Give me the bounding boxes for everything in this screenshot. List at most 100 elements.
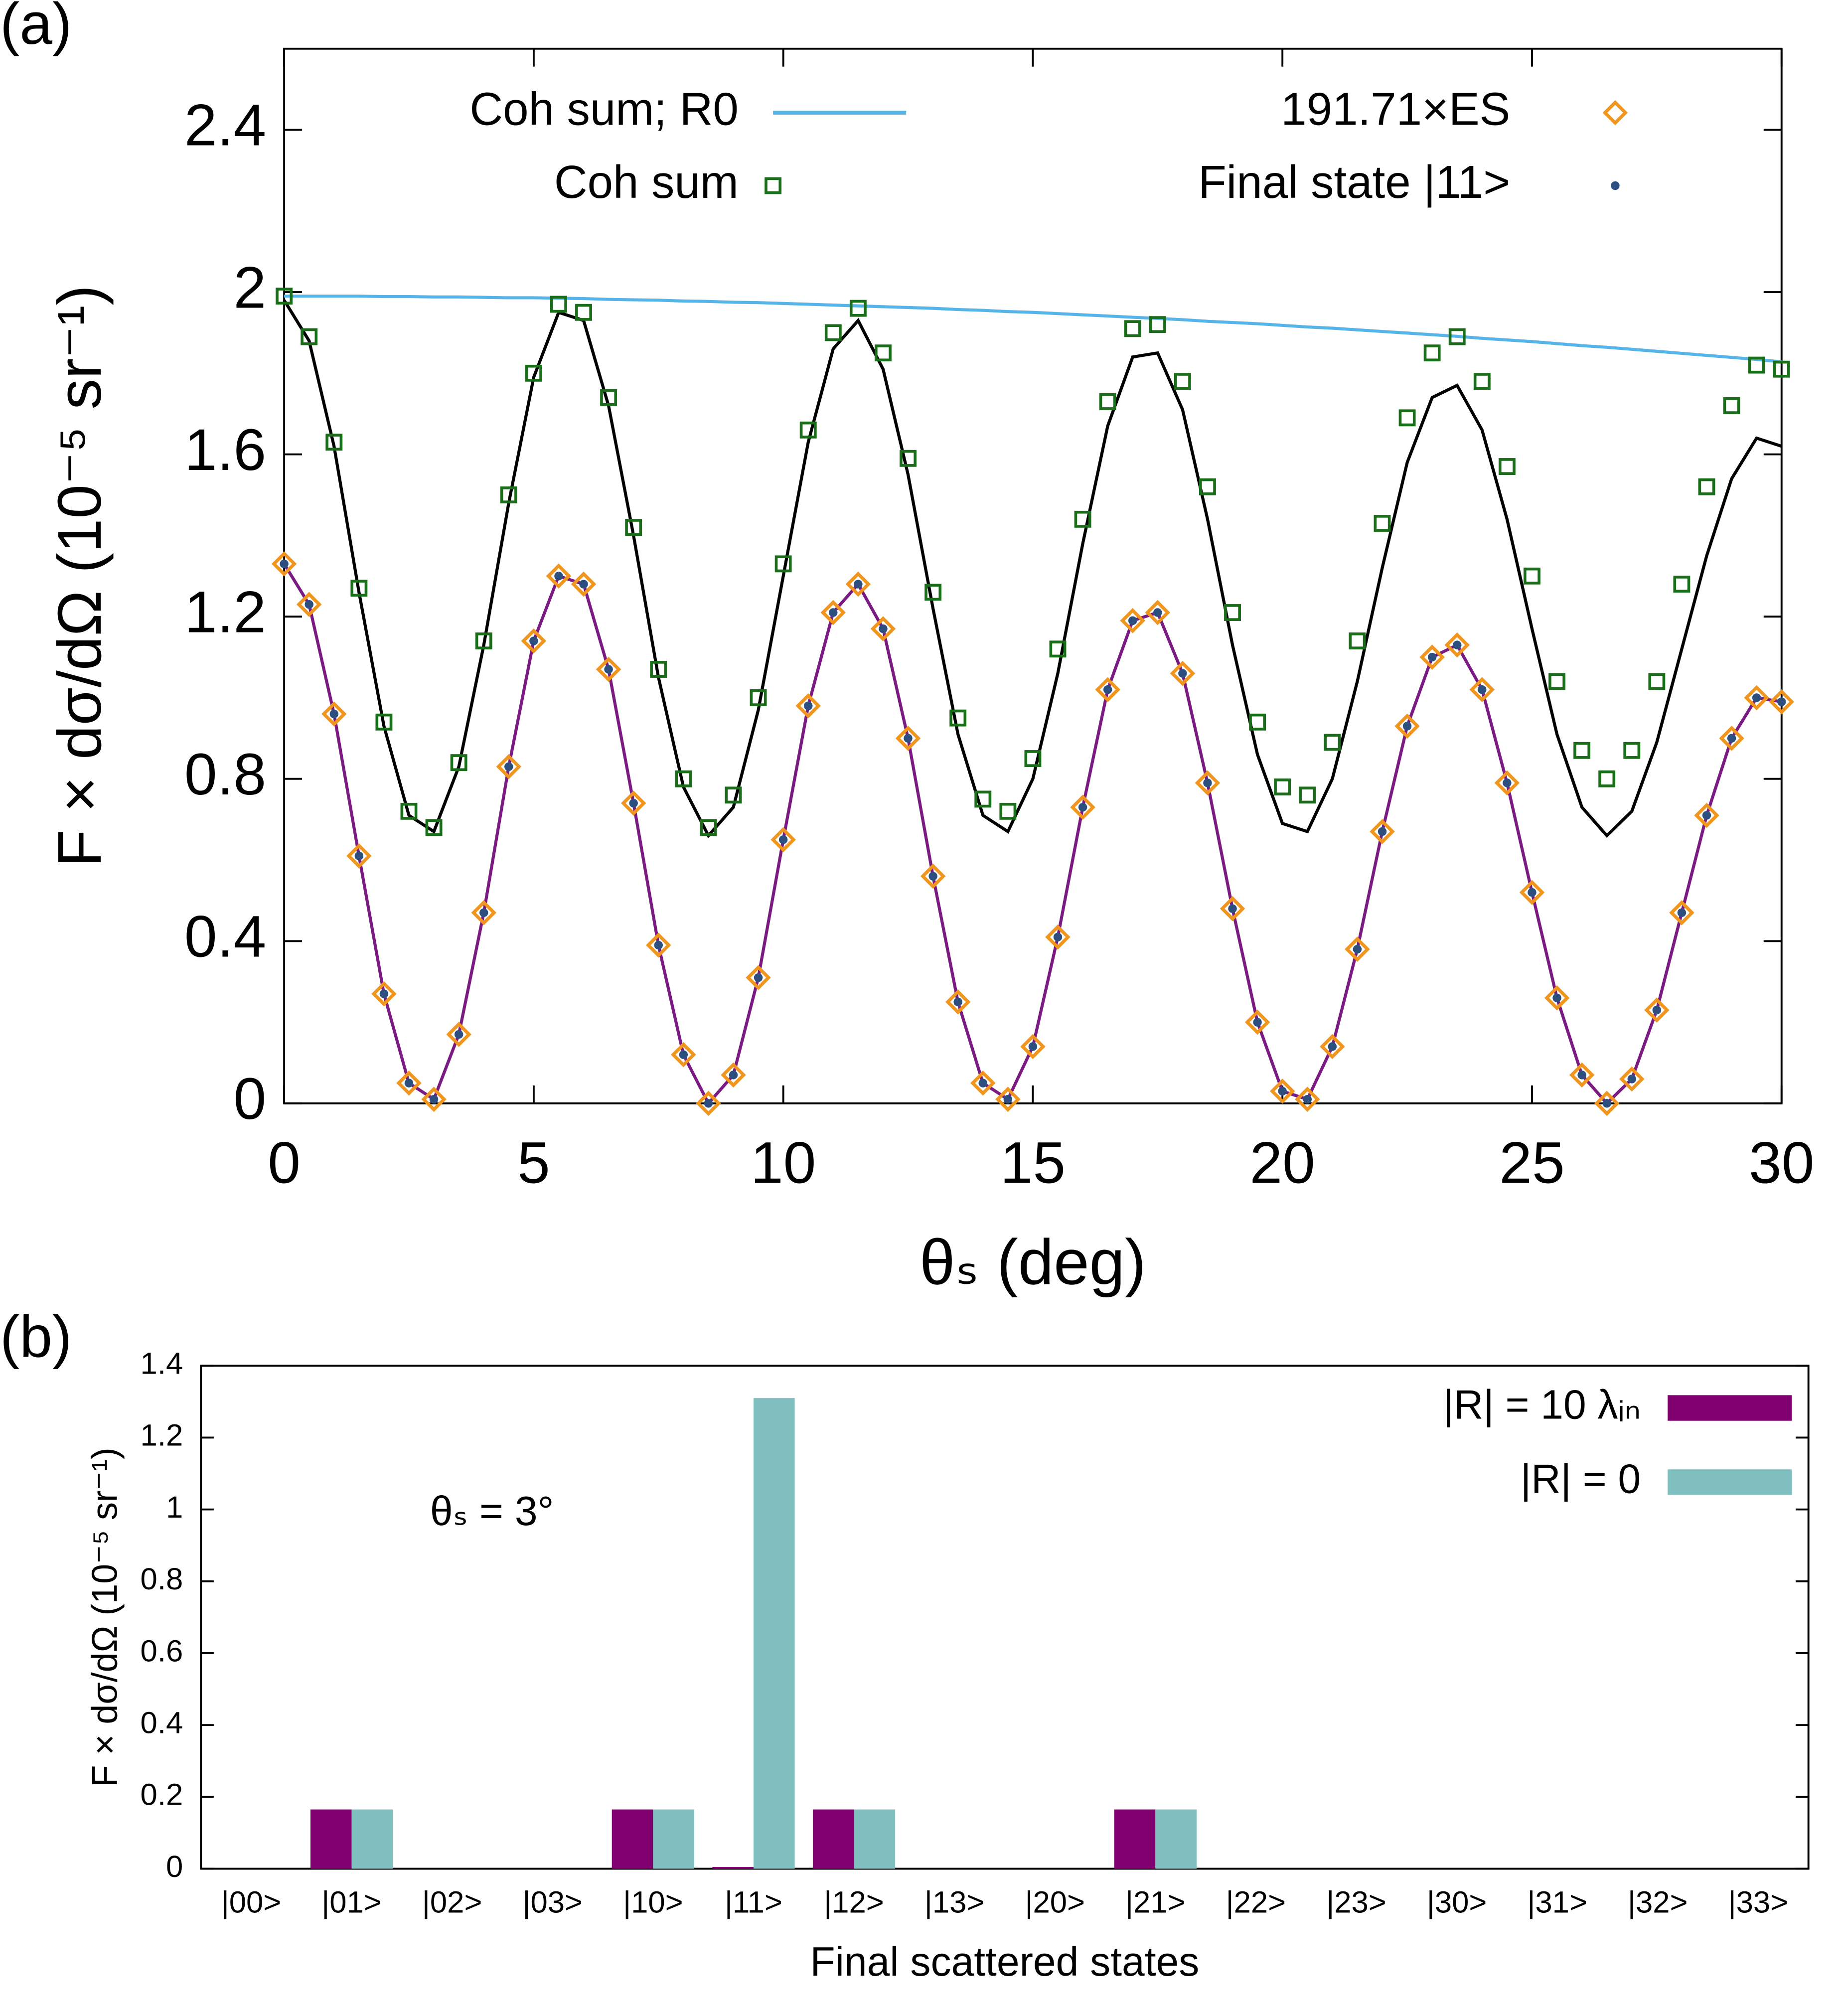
diamond-marker [1644, 997, 1670, 1023]
y-tick-label: 0.6 [141, 1634, 183, 1668]
x-tick-label: |13> [924, 1885, 985, 1920]
diamond-marker [571, 571, 597, 597]
dot-marker [1752, 693, 1761, 702]
square-marker [924, 584, 942, 601]
square-marker [1723, 397, 1740, 414]
diamond-marker [1320, 1034, 1345, 1060]
y-tick-label: 1.4 [141, 1347, 183, 1381]
square-marker [276, 288, 293, 305]
square-marker [1573, 742, 1591, 759]
dot-marker [829, 608, 838, 617]
dot-marker [379, 989, 389, 998]
diamond-marker [970, 1070, 996, 1096]
square-marker [1299, 786, 1316, 804]
diamond-marker [1145, 600, 1171, 625]
y-tick-label: 1 [166, 1490, 183, 1525]
x-tick-label: 5 [517, 1130, 550, 1196]
dot-marker [1727, 734, 1736, 743]
dot-marker [1677, 908, 1687, 918]
x-tick-label: |32> [1628, 1885, 1688, 1920]
dot-marker [1528, 888, 1536, 897]
dot-marker [904, 734, 913, 743]
square-marker [1623, 742, 1641, 759]
y-tick-label: 0.8 [184, 742, 266, 807]
diamond-marker [1120, 608, 1145, 633]
bar [753, 1398, 795, 1869]
square-marker [949, 709, 967, 727]
x-tick-label: 0 [268, 1130, 301, 1196]
x-tick-label: |22> [1226, 1885, 1286, 1920]
dot-marker [1452, 640, 1462, 649]
diamond-marker [1494, 770, 1520, 796]
x-tick-label: |02> [422, 1885, 482, 1920]
square-marker [525, 364, 542, 382]
square-marker [1648, 673, 1666, 690]
diamond-marker [1070, 794, 1095, 820]
diamond-marker [296, 592, 322, 618]
diamond-marker [696, 1090, 721, 1116]
diamond-marker [271, 551, 297, 577]
x-tick-label: |31> [1527, 1885, 1587, 1920]
dot-marker [1627, 1075, 1637, 1084]
dot-marker [704, 1099, 713, 1108]
diamond-marker [421, 1086, 447, 1112]
bar [854, 1809, 896, 1869]
dot-marker [879, 624, 888, 633]
y-tick-label: 1.2 [184, 579, 266, 645]
square-marker [1473, 373, 1491, 390]
dot-marker [978, 1079, 987, 1087]
y-axis-label: F × dσ/dΩ (10⁻⁵ sr⁻¹) [45, 285, 114, 867]
y-tick-label: 0.2 [141, 1778, 183, 1812]
dot-marker [429, 1094, 439, 1104]
diamond-marker [371, 981, 397, 1007]
diamond-marker [1744, 685, 1769, 711]
square-marker [1423, 344, 1441, 362]
dot-marker [928, 872, 937, 881]
square-marker [650, 661, 667, 678]
diamond-marker [1295, 1086, 1320, 1112]
x-tick-label: |00> [221, 1885, 282, 1920]
dot-marker [404, 1079, 414, 1087]
diamond-marker [920, 863, 946, 889]
diamond-marker [1594, 1090, 1620, 1116]
diamond-marker [496, 754, 522, 779]
y-tick-label: 2 [233, 255, 266, 320]
dot-marker [554, 572, 563, 581]
square-marker [1149, 316, 1166, 333]
square-marker [625, 519, 642, 536]
square-marker [1024, 750, 1042, 767]
legend-label: |R| = 10 λᵢₙ [1443, 1383, 1641, 1428]
legend-label: Coh sum [554, 156, 739, 208]
diamond-marker [1719, 726, 1744, 751]
diamond-marker [945, 989, 971, 1015]
y-axis-label: F × dσ/dΩ (10⁻⁵ sr⁻¹) [85, 1447, 125, 1787]
square-marker [875, 344, 892, 362]
dot-marker [1402, 722, 1412, 731]
square-marker [375, 713, 393, 731]
dot-marker [1353, 944, 1362, 954]
square-marker [1249, 713, 1266, 731]
diamond-marker [1220, 896, 1245, 922]
x-tick-label: |10> [623, 1885, 683, 1920]
diamond-marker [1244, 1009, 1270, 1035]
bar [612, 1809, 653, 1869]
dot-marker [629, 798, 638, 808]
square-marker [1274, 778, 1291, 795]
square-marker [425, 819, 443, 836]
square-marker [1498, 458, 1516, 475]
diamond-marker [596, 656, 621, 682]
legend-swatch [1668, 1395, 1792, 1421]
y-tick-label: 1.6 [184, 417, 266, 483]
diamond-marker [1394, 713, 1420, 739]
dot-marker [1103, 685, 1112, 694]
dot-marker [354, 851, 364, 861]
diamond-marker [746, 965, 771, 990]
y-tick-label: 0 [166, 1850, 183, 1884]
square-marker [400, 802, 418, 820]
diamond-marker [1370, 819, 1395, 844]
legend-label: Coh sum; R0 [469, 83, 738, 135]
square-marker [1548, 673, 1565, 690]
dot-marker [1577, 1071, 1586, 1080]
annotation: θₛ = 3° [430, 1489, 554, 1534]
dot-marker [1128, 616, 1137, 625]
